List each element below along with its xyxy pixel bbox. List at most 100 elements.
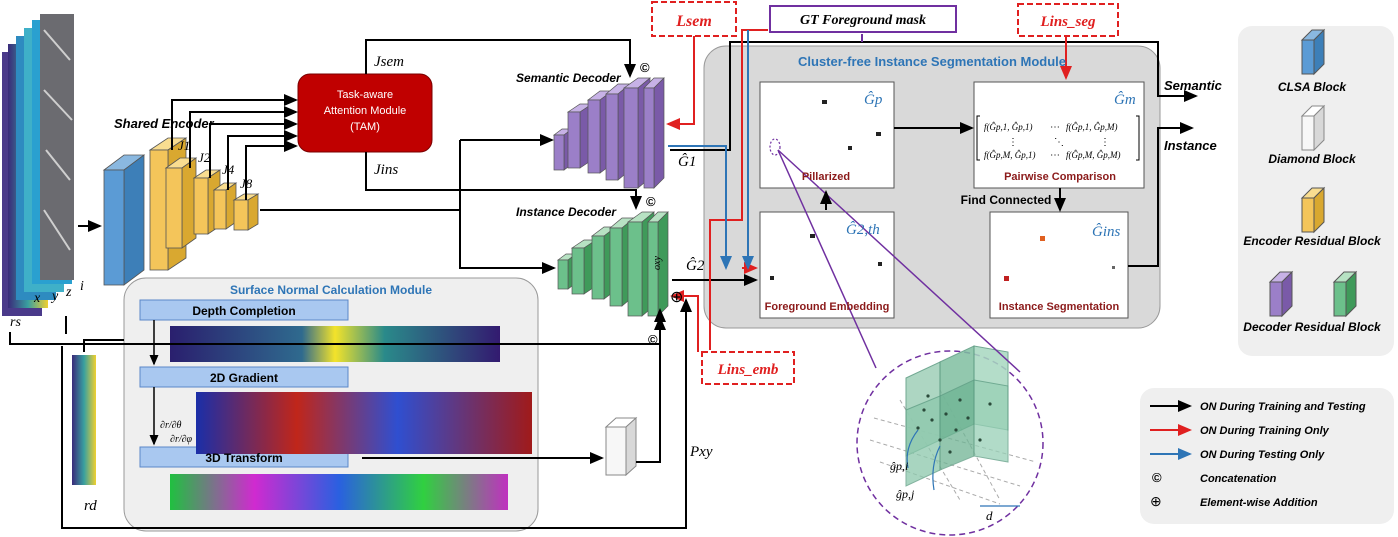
panel-dots [770, 100, 1115, 281]
legend-diamond: Diamond Block [1268, 152, 1357, 166]
legend-encoder: Encoder Residual Block [1243, 234, 1382, 248]
legend-concat: Concatenation [1200, 473, 1277, 485]
legend-train-only: ON During Training Only [1200, 425, 1330, 437]
matrix-top-right: f(Ĝp,1, Ĝp,M) [1066, 122, 1118, 132]
instance-decoder-label: Instance Decoder [516, 205, 617, 219]
instance-seg-caption: Instance Segmentation [999, 301, 1120, 313]
matrix-top-left: f(Ĝp,1, Ĝp,1) [984, 122, 1033, 132]
gradient-box [139, 366, 349, 388]
matrix-bottom-left: f(Ĝp,M, Ĝp,1) [984, 150, 1036, 160]
gt-mask-box [769, 5, 957, 33]
foreground-caption: Foreground Embedding [765, 301, 890, 313]
pillarized-panel [759, 81, 895, 189]
foreground-panel [759, 211, 895, 319]
find-connected-label: Find Connected [961, 193, 1052, 207]
jsem-label: Jsem [374, 54, 404, 70]
legend-add: Element-wise Addition [1200, 497, 1318, 509]
matrix-bottom-right: f(Ĝp,M, Ĝp,M) [1066, 150, 1121, 160]
pillar-grid [869, 345, 1037, 507]
pillarized-caption: Pillarized [802, 171, 850, 183]
zoom-label-j: ĝp,j [896, 487, 915, 501]
oxy-label: oxy [652, 256, 663, 270]
zoom-label-i: ĝp,i [890, 459, 908, 473]
tam-line-2: Attention Module [324, 105, 407, 117]
step-2d-gradient: 2D Gradient [210, 371, 278, 385]
rd-label: rd [84, 498, 97, 514]
matrix-ddots: ⋱ [1054, 137, 1064, 148]
instance-seg-panel [989, 211, 1129, 319]
legend-concat-symbol: © [1152, 470, 1162, 485]
loss-ins-seg-label: Lins_seg [1039, 14, 1096, 30]
concat-symbol-ins: © [646, 194, 656, 209]
zoom-label-d: d [986, 508, 993, 523]
blue-arrows [668, 30, 754, 270]
instance-decoder-blocks [556, 211, 669, 317]
loss-ins-emb-label: Lins_emb [717, 362, 779, 378]
g2-label: Ĝ2 [686, 257, 705, 274]
diamond-block [604, 416, 638, 477]
shared-encoder-label-1: Shared Encoder [114, 116, 215, 131]
instance-output-label: Instance [1164, 138, 1217, 153]
shared-encoder-blocks [102, 137, 260, 286]
black-arrows [9, 39, 1198, 529]
z-label: z [65, 285, 72, 300]
loss-ins-emb-box [701, 351, 795, 385]
depth-completion-box [139, 299, 349, 321]
zoom-source-ellipse [769, 138, 781, 156]
matrix-vdots-left: ⋮ [1008, 137, 1018, 148]
input-scan-stack [2, 14, 74, 316]
legend-add-symbol: ⊕ [1150, 493, 1162, 509]
step-depth-completion: Depth Completion [192, 304, 295, 318]
surface-module-title: Surface Normal Calculation Module [230, 283, 432, 297]
j4-label: J4 [222, 162, 235, 177]
matrix-hdots-bottom: ⋯ [1050, 150, 1060, 161]
jins-label: Jins [374, 162, 398, 178]
j8-label: J8 [240, 176, 253, 191]
instance-seg-symbol: Ĝins [1092, 223, 1121, 240]
pxy-label: Pxy [689, 444, 713, 460]
red-arrows [666, 29, 1072, 352]
matrix-vdots-right: ⋮ [1100, 137, 1110, 148]
grad-label-theta: ∂r/∂θ [160, 420, 182, 431]
loss-sem-box [651, 1, 737, 37]
g1-label: Ĝ1 [678, 153, 696, 170]
legend-decoder: Decoder Residual Block [1243, 320, 1382, 334]
legend-arrows-panel [1140, 388, 1394, 524]
legend-block-icons [1268, 28, 1358, 318]
cluster-module-title: Cluster-free Instance Segmentation Modul… [798, 54, 1066, 69]
legend-test-only: ON During Testing Only [1200, 449, 1325, 461]
add-symbol: ⊕ [670, 289, 683, 306]
gt-mask-label: GT Foreground mask [800, 13, 926, 28]
rs-label: rs [10, 315, 21, 330]
concat-symbol-normal: © [648, 332, 658, 347]
pillarized-symbol: Ĝp [864, 91, 883, 108]
loss-sem-label: Lsem [675, 13, 712, 30]
matrix-hdots-top: ⋯ [1050, 122, 1060, 133]
legend-clsa: CLSA Block [1278, 80, 1348, 94]
semantic-decoder-blocks [552, 77, 665, 189]
concat-symbol-sem: © [640, 60, 650, 75]
normal-image [170, 474, 508, 510]
tam-line-3: (TAM) [350, 121, 380, 133]
zoom-line-2 [777, 149, 1021, 373]
semantic-output-label: Semantic [1164, 78, 1223, 93]
x-label: x [33, 291, 41, 306]
rd-image [72, 355, 96, 485]
step-3d-transform: 3D Transform [205, 451, 282, 465]
j1-label: J1 [178, 138, 190, 153]
pairwise-symbol: Ĝm [1114, 91, 1136, 108]
pairwise-caption: Pairwise Comparison [1004, 171, 1116, 183]
semantic-decoder-label: Semantic Decoder [516, 71, 622, 85]
grad-label-phi: ∂r/∂φ [170, 434, 193, 445]
gradient-image [196, 392, 532, 454]
legend-arrow-lines [1150, 400, 1192, 460]
foreground-symbol: Ĝ2,th [846, 221, 880, 238]
loss-ins-seg-box [1017, 3, 1119, 37]
i-label: i [80, 279, 84, 294]
tam-line-1: Task-aware [337, 89, 393, 101]
zoom-line-1 [777, 149, 877, 369]
j2-label: J2 [198, 150, 211, 165]
y-label: y [50, 289, 59, 304]
